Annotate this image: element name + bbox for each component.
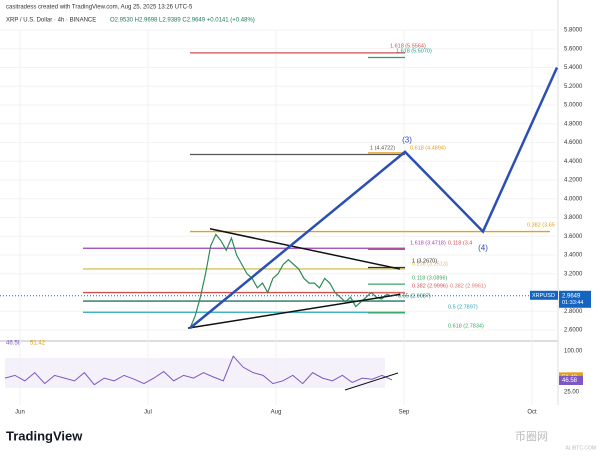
y-tick-label: 5.2000 (564, 84, 583, 90)
rsi-value: 46.58 (6, 341, 22, 347)
symbol: XRP / U.S. Dollar · 4h · BINANCE (6, 18, 96, 24)
x-tick-label: Jul (144, 410, 152, 416)
ohlc: O2.9530 H2.9698 L2.9389 C2.9649 +0.0141 … (110, 18, 255, 24)
trendline (187, 293, 401, 329)
y-tick-label: 4.6000 (564, 140, 583, 146)
fib-label: 0.382 (3.65 (527, 222, 555, 228)
watermark: 币圈网 (515, 430, 548, 443)
fib-label: 0.65 (2.9087) (398, 293, 431, 299)
x-tick-label: Sep (399, 410, 410, 416)
fib-label: 1 (3.2670) (412, 258, 437, 264)
y-tick-label: 4.8000 (564, 121, 583, 127)
rsi-band (5, 358, 385, 388)
y-tick-label: 3.4000 (564, 253, 583, 259)
y-tick-label: 2.6000 (564, 328, 583, 334)
symbol-label: XRPUSD (532, 293, 555, 299)
y-tick-label: 4.0000 (564, 196, 583, 202)
y-tick-label: 4.2000 (564, 178, 583, 184)
y-tick-label: 5.4000 (564, 65, 583, 71)
y-tick-label: 3.8000 (564, 215, 583, 221)
wave-label: (3) (402, 136, 412, 145)
wave-label: (4) (478, 244, 488, 253)
rsi-trendline (344, 372, 399, 391)
fib-label: 1.618 (5.5070) (396, 48, 432, 54)
y-tick-label: 3.6000 (564, 234, 583, 240)
price-line (189, 233, 393, 329)
credit: casitradess created with TradingView.com… (6, 5, 193, 11)
trendline (209, 228, 401, 270)
y-tick-label: 4.4000 (564, 159, 583, 165)
x-tick-label: Aug (271, 410, 282, 416)
wave-projection (189, 66, 559, 330)
y-tick-label: 5.0000 (564, 103, 583, 109)
rsi-value-box (559, 375, 583, 385)
fib-label: 0.5 (2.7897) (448, 304, 478, 310)
watermark-url: ALIBTC.COM (565, 445, 596, 451)
rsi-tick-label: 25.00 (564, 389, 580, 395)
fib-label: 0.618 (2.7834) (448, 323, 484, 329)
y-tick-label: 2.8000 (564, 309, 583, 315)
fib-label: 0.618 (4.4894) (410, 145, 446, 151)
fib-label: 0.118 (3.4 (448, 240, 472, 246)
y-tick-label: 5.6000 (564, 46, 583, 52)
price-label: 2.9649 (562, 293, 581, 299)
fib-label: 1.618 (3.4718) (410, 240, 446, 246)
rsi-value-label: 46.58 (562, 378, 578, 384)
fib-label: 0.382 (2.9961) (450, 283, 486, 289)
fib-label: 1 (4.4722) (370, 145, 395, 151)
y-tick-label: 3.2000 (564, 271, 583, 277)
fib-label: 0.382 (2.9996) (412, 283, 448, 289)
fib-label: 0.118 (3.0896) (412, 275, 448, 281)
x-tick-label: Jun (15, 410, 25, 416)
rsi-ma: 51.42 (30, 341, 46, 347)
y-tick-label: 5.8000 (564, 28, 583, 34)
fib-label: 0.236 (3.2513) (412, 261, 448, 267)
symbol-box (530, 290, 558, 300)
x-tick-label: Oct (527, 410, 537, 416)
rsi-line (4, 355, 393, 386)
fib-label: 1.618 (5.5564) (390, 43, 426, 49)
footer-logo: TradingView (6, 428, 83, 443)
timer-label: 01:33:44 (562, 300, 583, 306)
rsi-tick-label: 100.00 (564, 348, 583, 354)
price-box (559, 290, 591, 308)
